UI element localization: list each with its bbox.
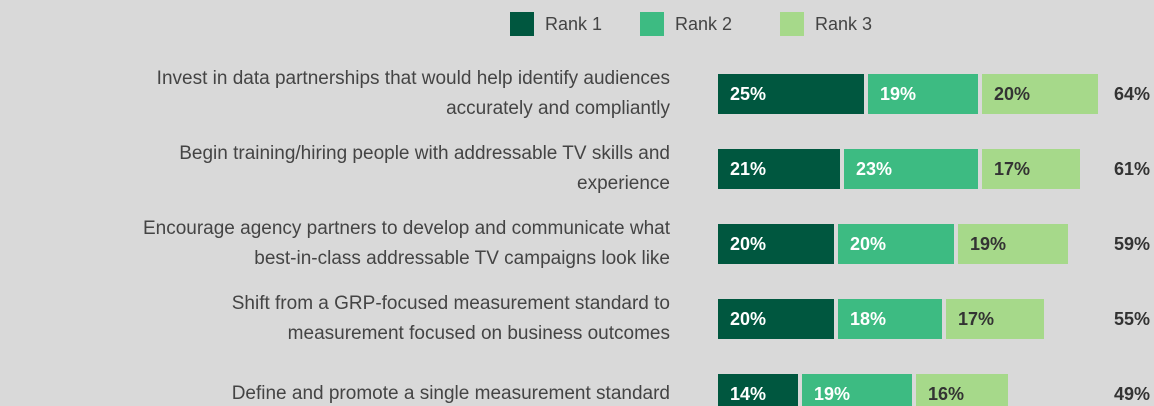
legend-swatch xyxy=(780,12,804,36)
legend-label: Rank 1 xyxy=(545,14,603,34)
bar-segment xyxy=(946,299,1044,339)
bar-segment xyxy=(868,74,978,114)
bar-segment xyxy=(916,374,1008,406)
value-label: 17% xyxy=(958,309,995,329)
value-label: 21% xyxy=(730,159,767,179)
legend-label: Rank 2 xyxy=(675,14,733,34)
bar-segment xyxy=(982,149,1080,189)
category-label: accurately and compliantly xyxy=(446,98,670,119)
value-label: 25% xyxy=(730,84,767,104)
value-label: 23% xyxy=(856,159,893,179)
category-label: Shift from a GRP-focused measurement sta… xyxy=(231,293,670,314)
category-label: experience xyxy=(577,173,670,194)
bar-segment xyxy=(844,149,978,189)
bar-segment xyxy=(958,224,1068,264)
bar-segment xyxy=(718,224,834,264)
bar-segment xyxy=(718,149,840,189)
category-label: Begin training/hiring people with addres… xyxy=(179,143,670,164)
value-label: 20% xyxy=(730,309,767,329)
bar-segment xyxy=(718,74,864,114)
value-label: 14% xyxy=(730,384,767,404)
value-label: 20% xyxy=(994,84,1031,104)
total-label: 55% xyxy=(1113,309,1150,329)
category-label: measurement focused on business outcomes xyxy=(287,323,670,344)
category-label: Define and promote a single measurement … xyxy=(231,383,670,404)
value-label: 16% xyxy=(928,384,965,404)
value-label: 20% xyxy=(850,234,887,254)
bar-segment xyxy=(718,299,834,339)
bar-segment xyxy=(802,374,912,406)
total-label: 49% xyxy=(1113,384,1150,404)
value-label: 18% xyxy=(850,309,887,329)
bar-segment xyxy=(838,299,942,339)
value-label: 19% xyxy=(880,84,917,104)
bar-segment xyxy=(982,74,1098,114)
total-label: 61% xyxy=(1113,159,1150,179)
value-label: 19% xyxy=(970,234,1007,254)
value-label: 20% xyxy=(730,234,767,254)
bar-segment xyxy=(838,224,954,264)
legend-swatch xyxy=(640,12,664,36)
category-label: best-in-class addressable TV campaigns l… xyxy=(254,248,670,269)
total-label: 59% xyxy=(1113,234,1150,254)
total-label: 64% xyxy=(1113,84,1150,104)
category-label: Encourage agency partners to develop and… xyxy=(142,218,670,239)
category-label: Invest in data partnerships that would h… xyxy=(156,68,670,89)
value-label: 17% xyxy=(994,159,1031,179)
legend-swatch xyxy=(510,12,534,36)
bar-segment xyxy=(718,374,798,406)
legend-label: Rank 3 xyxy=(815,14,873,34)
value-label: 19% xyxy=(814,384,851,404)
